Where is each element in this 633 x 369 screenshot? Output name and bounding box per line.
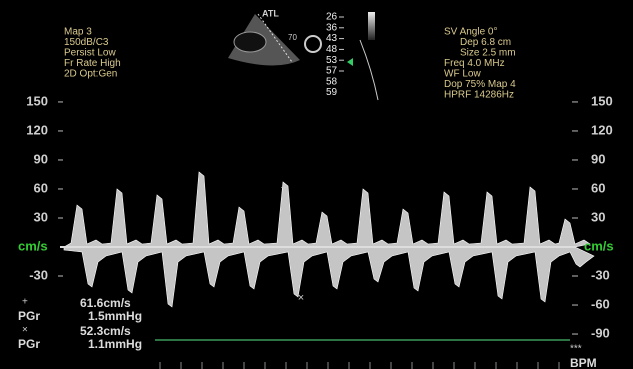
velocity: 61.6cm/s (80, 296, 131, 310)
heart-rate: *** (570, 344, 582, 355)
velocity-tick-label: 150 (591, 93, 613, 108)
pgr-label: PGr (18, 309, 40, 323)
depth-label: 58 (326, 76, 338, 87)
setting: SV Angle 0° (444, 27, 497, 38)
setting: Size 2.5 mm (460, 48, 516, 59)
depth-label: 43 (326, 33, 338, 44)
velocity-tick-label: 150 (26, 93, 48, 108)
velocity-tick-label: 90 (34, 151, 48, 166)
marker: + (22, 297, 28, 308)
velocity-tick-label: 60 (591, 180, 605, 195)
setting: Fr Rate High (64, 58, 121, 69)
gradient: 1.1mmHg (88, 337, 142, 351)
setting: Freq 4.0 MHz (444, 58, 505, 69)
setting: WF Low (444, 69, 481, 80)
depth-label: 53 (326, 55, 338, 66)
setting: Map 3 (64, 27, 92, 38)
depth-label: 57 (326, 66, 338, 77)
depth-label: 26 (326, 12, 338, 23)
caliper-marker: × (298, 292, 304, 304)
caliper-marker: + (281, 182, 287, 194)
depth-label: 59 (326, 87, 338, 98)
pgr-label: PGr (18, 337, 40, 351)
gradient: 1.5mmHg (88, 309, 142, 323)
velocity-tick-label: -30 (591, 267, 610, 282)
depth-label: 36 (326, 22, 338, 33)
heart-rate-unit: BPM (570, 356, 597, 369)
velocity: 52.3cm/s (80, 324, 131, 338)
setting: Dep 6.8 cm (460, 37, 511, 48)
setting: HPRF 14286Hz (444, 90, 514, 101)
setting: Dop 75% Map 4 (444, 79, 516, 90)
depth-label: 48 (326, 44, 338, 55)
setting: 150dB/C3 (64, 37, 109, 48)
setting: Persist Low (64, 48, 116, 59)
doppler-screen: ATL 70 + × Map 3150dB/C3Persist LowFr Ra… (0, 0, 633, 369)
setting: 2D Opt:Gen (64, 69, 117, 80)
velocity-unit: cm/s (584, 238, 614, 253)
probe-angle: 70 (288, 33, 297, 42)
velocity-unit: cm/s (18, 238, 48, 253)
marker: × (22, 325, 28, 336)
gray-bar (368, 12, 375, 40)
sector-chamber (234, 32, 266, 52)
velocity-tick-label: 30 (34, 209, 48, 224)
velocity-tick-label: 60 (34, 180, 48, 195)
velocity-tick-label: 30 (591, 209, 605, 224)
velocity-tick-label: 120 (26, 122, 48, 137)
probe-brand: ATL (262, 8, 279, 18)
velocity-tick-label: 90 (591, 151, 605, 166)
velocity-tick-label: 120 (591, 122, 613, 137)
velocity-tick-label: -30 (29, 267, 48, 282)
velocity-tick-label: -90 (591, 325, 610, 340)
velocity-tick-label: -60 (591, 296, 610, 311)
